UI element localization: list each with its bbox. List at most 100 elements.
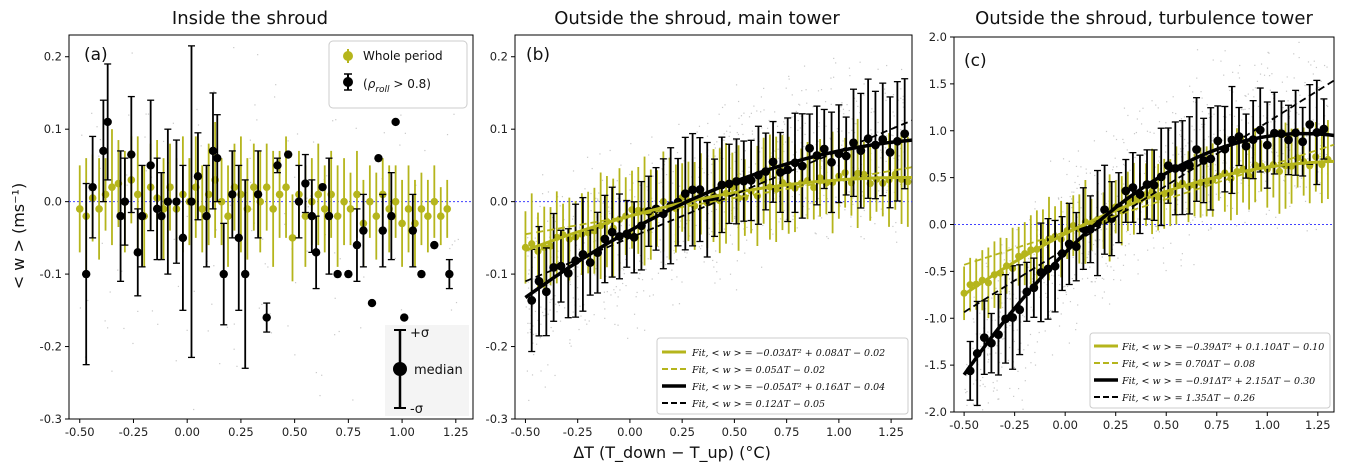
raw-sample-point	[539, 337, 541, 339]
raw-sample-point	[569, 342, 571, 344]
raw-sample-point	[1178, 153, 1180, 155]
raw-sample-point	[848, 150, 850, 153]
panel-a-legend: Whole period (ρroll > 0.8)	[328, 40, 468, 109]
y-tick-label: 0.0	[929, 218, 947, 232]
raw-sample-point	[870, 129, 872, 131]
raw-sample-point	[1288, 192, 1290, 194]
raw-sample-point	[294, 354, 296, 356]
raw-sample-point	[901, 120, 903, 122]
raw-sample-point	[1057, 297, 1059, 299]
raw-sample-point	[1166, 101, 1168, 103]
raw-sample-point	[741, 170, 743, 172]
raw-sample-point	[1115, 138, 1118, 141]
raw-sample-point	[1264, 161, 1266, 163]
raw-sample-point	[1152, 237, 1155, 239]
data-point	[387, 211, 396, 221]
raw-sample-point	[399, 144, 401, 146]
raw-sample-point	[623, 269, 625, 271]
raw-sample-point	[761, 147, 763, 149]
raw-sample-point	[457, 238, 459, 241]
raw-sample-point	[1075, 165, 1078, 168]
raw-sample-point	[1065, 291, 1067, 293]
raw-sample-point	[307, 206, 309, 208]
raw-sample-point	[1120, 279, 1122, 281]
raw-sample-point	[534, 256, 536, 259]
raw-sample-point	[695, 184, 697, 186]
raw-sample-point	[91, 112, 93, 114]
raw-sample-point	[1002, 338, 1004, 340]
data-point	[1275, 167, 1284, 175]
raw-sample-point	[104, 320, 106, 322]
raw-sample-point	[982, 409, 984, 411]
data-point	[250, 183, 258, 191]
data-point	[137, 211, 147, 221]
raw-sample-point	[590, 210, 592, 212]
y-tick-label: 0.2	[44, 50, 62, 64]
y-tick-label: 0.5	[929, 171, 947, 185]
data-point	[344, 269, 353, 279]
raw-sample-point	[895, 231, 897, 233]
raw-sample-point	[591, 232, 593, 234]
raw-sample-point	[871, 108, 873, 110]
raw-sample-point	[683, 227, 685, 229]
data-point	[333, 269, 342, 279]
raw-sample-point	[665, 174, 668, 176]
data-point	[417, 269, 426, 279]
raw-sample-point	[1263, 172, 1265, 174]
raw-sample-point	[1229, 114, 1231, 116]
raw-sample-point	[881, 151, 883, 153]
raw-sample-point	[1223, 160, 1225, 162]
raw-sample-point	[893, 115, 895, 117]
raw-sample-point	[1071, 207, 1073, 209]
legend-rho: ρ	[368, 77, 376, 91]
raw-sample-point	[1110, 266, 1112, 268]
raw-sample-point	[101, 242, 103, 244]
raw-sample-point	[1060, 196, 1063, 199]
raw-sample-point	[1244, 108, 1246, 110]
raw-sample-point	[1073, 287, 1075, 290]
raw-sample-point	[900, 88, 902, 90]
raw-sample-point	[449, 247, 451, 250]
data-point	[202, 211, 211, 221]
raw-sample-point	[1159, 201, 1161, 203]
raw-sample-point	[1184, 153, 1186, 156]
data-point	[95, 205, 103, 213]
raw-sample-point	[1058, 325, 1061, 327]
raw-sample-point	[117, 269, 119, 271]
raw-sample-point	[1222, 162, 1224, 164]
raw-sample-point	[1295, 187, 1297, 189]
raw-sample-point	[1136, 118, 1138, 120]
raw-sample-point	[1261, 124, 1263, 126]
raw-sample-point	[1155, 230, 1157, 232]
raw-sample-point	[714, 282, 716, 284]
data-point	[443, 205, 452, 213]
raw-sample-point	[609, 149, 611, 152]
data-point	[366, 197, 374, 206]
raw-sample-point	[1304, 81, 1306, 84]
raw-sample-point	[973, 321, 975, 323]
raw-sample-point	[1126, 149, 1128, 151]
raw-sample-point	[1286, 146, 1288, 148]
data-point	[333, 212, 342, 220]
raw-sample-point	[1237, 72, 1239, 74]
raw-sample-point	[1219, 196, 1222, 199]
raw-sample-point	[1272, 116, 1274, 118]
raw-sample-point	[579, 305, 581, 307]
raw-sample-point	[1248, 108, 1250, 110]
raw-sample-point	[748, 166, 750, 168]
raw-sample-point	[554, 374, 556, 377]
raw-sample-point	[760, 111, 762, 113]
raw-sample-point	[623, 273, 625, 275]
y-tick-label: 0.1	[44, 122, 62, 136]
raw-sample-point	[1106, 265, 1108, 267]
raw-sample-point	[1023, 316, 1025, 318]
raw-sample-point	[714, 155, 716, 157]
raw-sample-point	[1293, 100, 1295, 102]
raw-sample-point	[1310, 64, 1312, 66]
data-point	[228, 190, 237, 199]
raw-sample-point	[1214, 164, 1216, 166]
raw-sample-point	[1226, 106, 1228, 108]
raw-sample-point	[883, 88, 886, 90]
raw-sample-point	[1202, 176, 1204, 178]
raw-sample-point	[555, 303, 557, 305]
